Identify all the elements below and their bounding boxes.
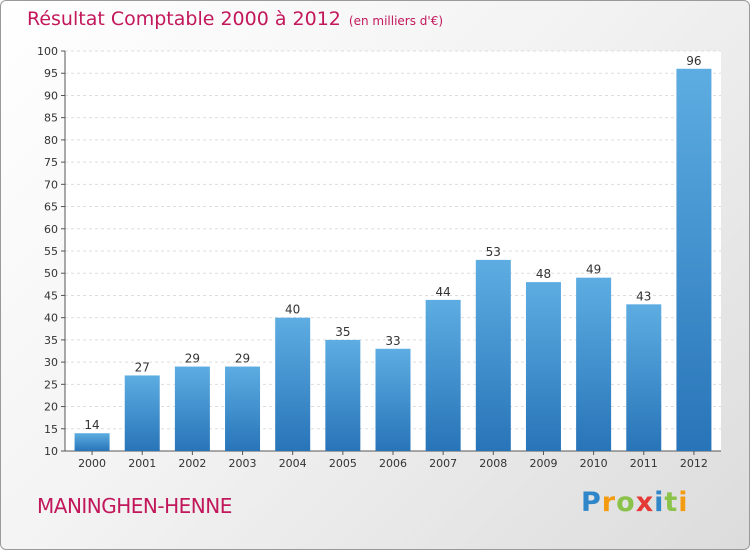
x-tick-label: 2005 [329,457,357,470]
logo-letter: x [635,487,655,518]
x-tick-label: 2008 [479,457,507,470]
x-tick-label: 2001 [128,457,156,470]
y-tick-label: 10 [44,445,58,458]
y-tick-label: 15 [44,423,58,436]
bar [225,366,261,451]
bar-value-label: 14 [84,418,99,432]
x-tick-label: 2012 [680,457,708,470]
x-tick-label: 2011 [630,457,658,470]
bar-value-label: 43 [636,289,651,303]
logo-letter: r [601,487,617,518]
logo-letter: i [654,487,665,518]
bar [325,339,361,451]
bar [475,259,511,451]
bar [425,299,461,451]
bar-value-label: 53 [486,245,501,259]
commune-name: MANINGHEN-HENNE [37,494,232,518]
x-tick-label: 2009 [529,457,557,470]
bar [525,282,561,451]
bar-value-label: 40 [285,303,300,317]
bar [124,375,160,451]
x-tick-label: 2004 [279,457,307,470]
bar-value-label: 29 [235,352,250,366]
chart-title: Résultat Comptable 2000 à 2012 (en millie… [27,8,443,30]
y-tick-label: 40 [44,312,58,325]
bar [174,366,210,451]
bar [626,304,662,451]
bar-value-label: 27 [135,360,150,374]
x-tick-label: 2007 [429,457,457,470]
bar-value-label: 49 [586,263,601,277]
x-tick-label: 2010 [580,457,608,470]
bar [676,68,712,452]
bar [74,433,110,451]
logo-letter: i [678,487,689,518]
y-tick-label: 50 [44,267,58,280]
bar [275,317,311,451]
bar-value-label: 44 [436,285,451,299]
chart-unit: (en milliers d'€) [348,14,444,28]
bar-value-label: 96 [686,54,701,68]
y-tick-label: 25 [44,378,58,391]
x-tick-label: 2000 [78,457,106,470]
y-tick-label: 30 [44,356,58,369]
bar-value-label: 33 [385,334,400,348]
y-tick-label: 70 [44,178,58,191]
y-tick-label: 65 [44,201,58,214]
bar [375,348,411,451]
x-tick-label: 2006 [379,457,407,470]
bar [576,277,612,451]
y-tick-label: 100 [37,45,58,58]
y-tick-label: 80 [44,134,58,147]
bar-value-label: 35 [335,325,350,339]
logo-letter: t [664,487,679,518]
logo-letter: P [581,487,602,518]
chart-title-text: Résultat Comptable 2000 à 2012 [27,8,341,30]
y-tick-label: 45 [44,289,58,302]
y-tick-label: 20 [44,401,58,414]
logo-letter: o [616,487,636,518]
bar-value-label: 29 [185,352,200,366]
x-tick-label: 2003 [229,457,257,470]
x-tick-label: 2002 [178,457,206,470]
y-tick-label: 95 [44,67,58,80]
y-tick-label: 35 [44,334,58,347]
y-tick-label: 60 [44,223,58,236]
y-tick-label: 55 [44,245,58,258]
y-tick-label: 75 [44,156,58,169]
y-tick-label: 85 [44,112,58,125]
proxiti-logo: Proxiti [581,487,689,518]
y-tick-label: 90 [44,89,58,102]
bar-value-label: 48 [536,267,551,281]
